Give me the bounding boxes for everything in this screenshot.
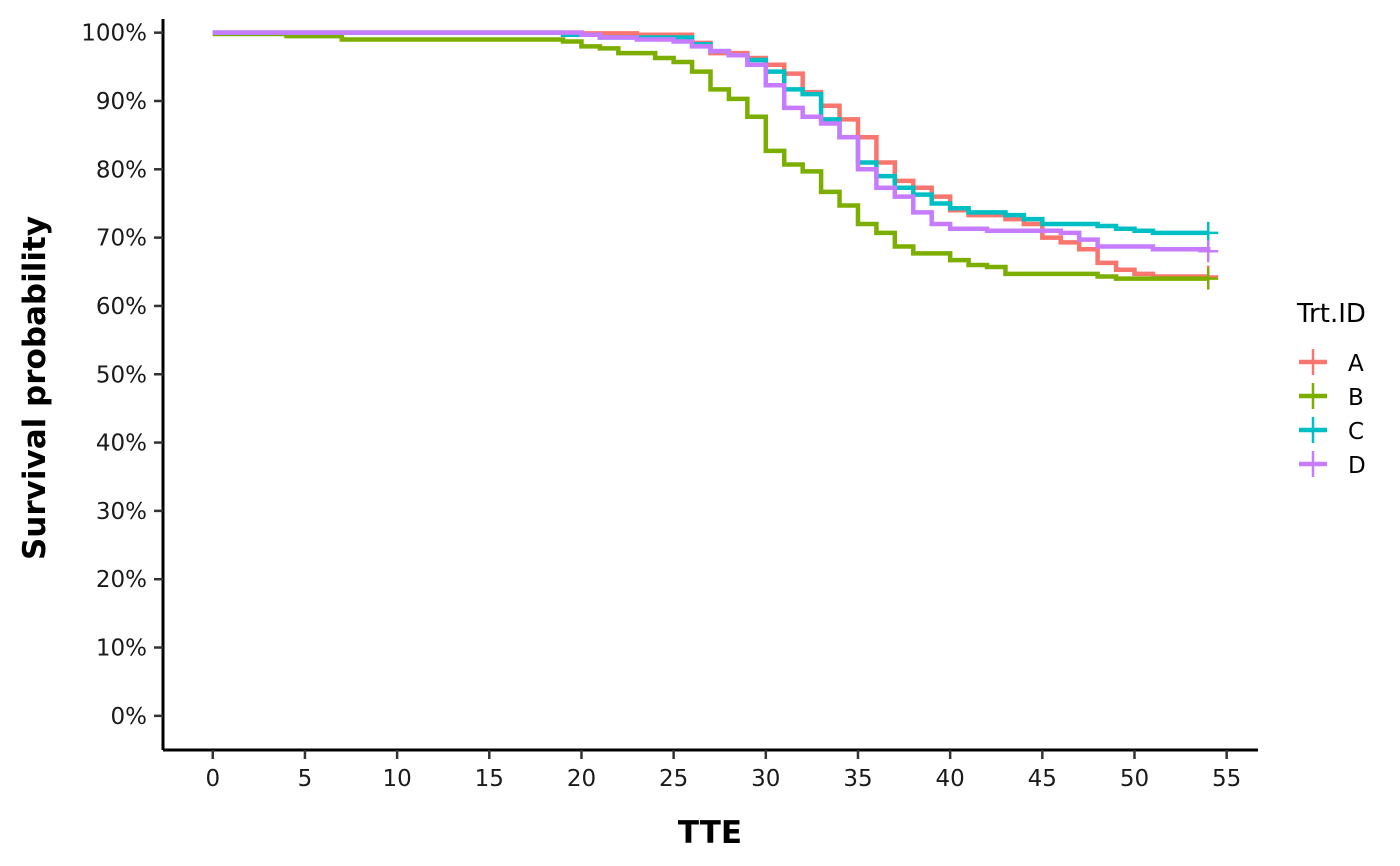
y-tick-label: 10% (96, 636, 147, 662)
series-line-d (212, 30, 1211, 252)
x-ticks: 0 5 10 15 20 25 30 35 40 45 50 55 (205, 750, 1241, 792)
x-tick-label: 20 (567, 766, 596, 792)
x-tick-label: 50 (1120, 766, 1149, 792)
x-tick-label: 15 (475, 766, 504, 792)
legend-label-c: C (1348, 419, 1364, 445)
legend-label-a: A (1348, 351, 1364, 377)
legend-label-b: B (1348, 385, 1364, 411)
y-tick-label: 80% (96, 157, 147, 183)
x-axis-title: TTE (678, 815, 742, 851)
y-tick-label: 90% (96, 89, 147, 115)
x-tick-label: 5 (298, 766, 313, 792)
legend-label-d: D (1348, 453, 1366, 479)
x-tick-label: 55 (1212, 766, 1241, 792)
x-tick-label: 25 (659, 766, 688, 792)
x-tick-label: 40 (936, 766, 965, 792)
x-tick-label: 30 (751, 766, 780, 792)
y-tick-label: 60% (96, 294, 147, 320)
x-tick-label: 0 (205, 766, 220, 792)
series-line-b (212, 31, 1209, 281)
y-tick-label: 70% (96, 226, 147, 252)
y-tick-label: 100% (81, 21, 147, 47)
y-tick-label: 30% (96, 499, 147, 525)
x-tick-label: 35 (843, 766, 872, 792)
x-tick-label: 45 (1028, 766, 1057, 792)
x-tick-label: 10 (382, 766, 411, 792)
y-tick-label: 0% (111, 704, 148, 730)
y-axis-title: Survival probability (17, 216, 53, 560)
plot-area (212, 30, 1219, 290)
y-tick-label: 20% (96, 567, 147, 593)
axes (161, 19, 1258, 752)
y-tick-label: 40% (96, 431, 147, 457)
series-line-c (212, 30, 1209, 236)
y-ticks: 0% 10% 20% 30% 40% 50% 60% 70% 80% 90% 100% (81, 21, 163, 730)
y-tick-label: 50% (96, 362, 147, 388)
legend-title: Trt.ID (1296, 299, 1366, 329)
series-line-a (212, 30, 1209, 279)
